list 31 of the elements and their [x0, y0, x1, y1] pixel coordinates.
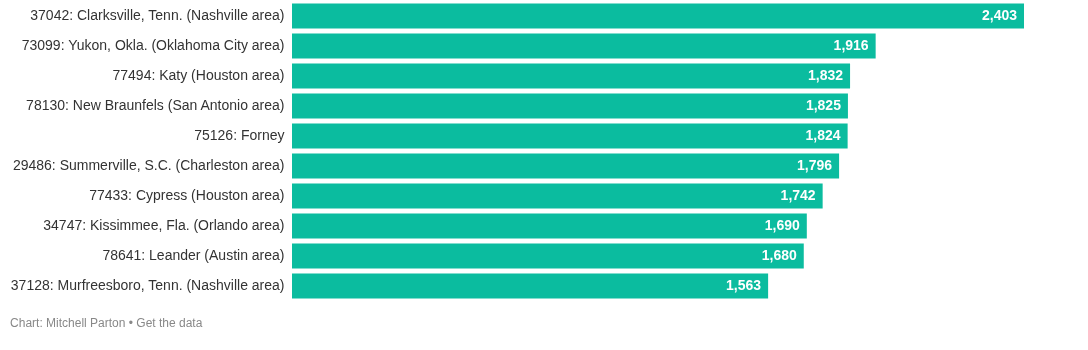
bar [292, 93, 848, 119]
data-label: 1,824 [805, 126, 841, 143]
text: Chart: Mitchell Parton • Get the data [10, 316, 203, 330]
bar [292, 273, 769, 299]
bar [292, 213, 807, 239]
y-tick-label: 29486: Summerville, S.C. (Charleston area) [12, 157, 285, 174]
data-label: 2,403 [981, 6, 1018, 23]
bar [292, 153, 840, 179]
data-label: 1,832 [808, 66, 844, 83]
y-tick-label: 77494: Katy (Houston area) [112, 66, 285, 83]
data-label: 1,796 [797, 157, 833, 174]
data-label: 1,825 [805, 96, 842, 113]
bar [292, 243, 804, 269]
bar [292, 123, 848, 149]
bar [292, 3, 1024, 29]
y-tick-label: 37128: Murfreesboro, Tenn. (Nashville area) [10, 277, 285, 294]
data-label: 1,690 [764, 217, 801, 234]
data-label: 1,680 [761, 247, 797, 264]
bar [292, 63, 851, 89]
data-label: 1,742 [780, 187, 816, 204]
bar [292, 183, 823, 209]
data-label: 1,916 [833, 36, 869, 53]
y-tick-label: 73099: Yukon, Okla. (Oklahoma City area) [21, 36, 285, 53]
bar [292, 33, 876, 59]
data-label: 1,563 [726, 277, 762, 294]
y-tick-label: 78130: New Braunfels (San Antonio area) [26, 96, 285, 113]
y-tick-label: 75126: Forney [194, 126, 285, 143]
y-tick-label: 77433: Cypress (Houston area) [89, 187, 285, 204]
y-tick-label: 34747: Kissimmee, Fla. (Orlando area) [43, 217, 285, 234]
y-tick-label: 37042: Clarksville, Tenn. (Nashville area) [30, 6, 285, 23]
y-tick-label: 78641: Leander (Austin area) [102, 247, 285, 264]
